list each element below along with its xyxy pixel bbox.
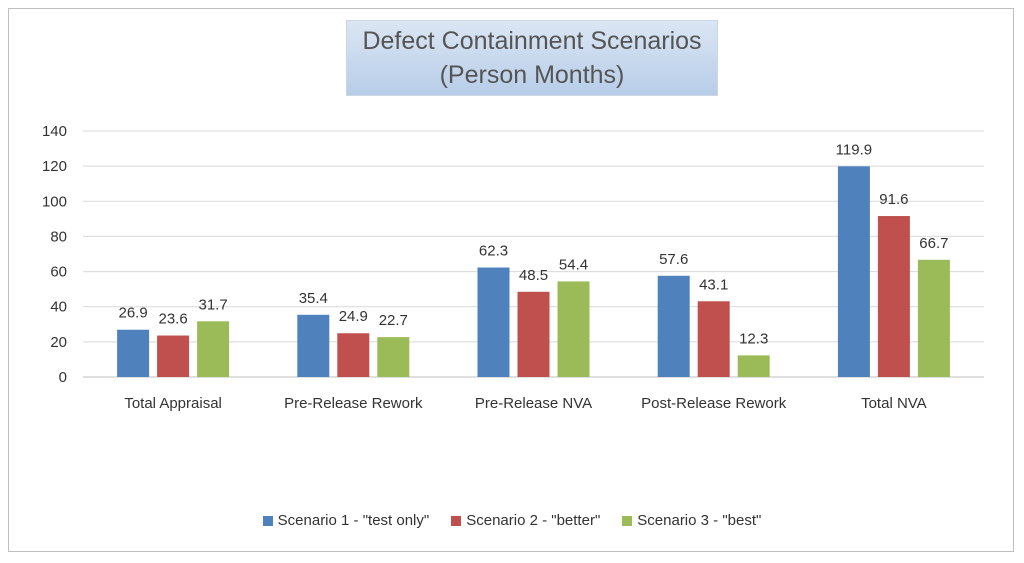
- bar: [297, 314, 330, 377]
- data-label: 57.6: [659, 251, 688, 268]
- bar: [517, 291, 550, 377]
- data-label: 12.3: [739, 330, 768, 347]
- x-tick-label: Pre-Release NVA: [475, 395, 592, 412]
- x-tick-label: Total NVA: [861, 395, 927, 412]
- bar: [197, 321, 230, 377]
- chart-title-box: Defect Containment Scenarios (Person Mon…: [346, 20, 718, 96]
- data-label: 24.9: [339, 308, 368, 325]
- y-tick-label: 140: [42, 123, 67, 140]
- chart-title: Defect Containment Scenarios: [362, 27, 702, 55]
- bar: [337, 333, 370, 377]
- data-label: 23.6: [158, 311, 187, 328]
- y-tick-label: 0: [59, 369, 67, 386]
- data-label: 62.3: [479, 243, 508, 260]
- bar: [157, 335, 190, 377]
- x-tick-label: Total Appraisal: [124, 395, 222, 412]
- legend: Scenario 1 - "test only" Scenario 2 - "b…: [0, 512, 1024, 529]
- data-label: 119.9: [836, 141, 872, 158]
- bar: [877, 216, 910, 377]
- y-tick-label: 20: [50, 334, 67, 351]
- bar: [477, 267, 510, 377]
- legend-swatch-scenario-2: [451, 515, 462, 526]
- bar: [697, 301, 730, 377]
- data-label: 31.7: [198, 296, 227, 313]
- legend-swatch-scenario-3: [622, 515, 633, 526]
- y-tick-label: 120: [42, 158, 67, 175]
- y-tick-label: 80: [50, 228, 67, 245]
- legend-label-scenario-3: Scenario 3 - "best": [637, 512, 762, 529]
- data-label: 66.7: [919, 235, 948, 252]
- legend-item-scenario-1: Scenario 1 - "test only": [262, 512, 430, 529]
- legend-item-scenario-2: Scenario 2 - "better": [451, 512, 600, 529]
- legend-swatch-scenario-1: [262, 515, 273, 526]
- bar: [117, 329, 150, 377]
- x-tick-label: Pre-Release Rework: [284, 395, 423, 412]
- bar: [917, 259, 950, 377]
- chart-subtitle: (Person Months): [439, 61, 625, 89]
- data-label: 35.4: [299, 290, 328, 307]
- data-label: 54.4: [559, 256, 588, 273]
- data-label: 22.7: [379, 312, 408, 329]
- legend-label-scenario-2: Scenario 2 - "better": [466, 512, 601, 529]
- y-tick-label: 40: [50, 299, 67, 316]
- bar: [837, 166, 870, 377]
- data-label: 91.6: [879, 191, 908, 208]
- y-tick-label: 100: [42, 193, 67, 210]
- legend-item-scenario-3: Scenario 3 - "best": [622, 512, 761, 529]
- bar: [377, 337, 410, 377]
- data-label: 26.9: [118, 305, 147, 322]
- bar: [737, 355, 770, 377]
- data-label: 48.5: [519, 267, 548, 284]
- data-label: 43.1: [699, 276, 728, 293]
- bar: [657, 275, 690, 377]
- bar: [557, 281, 590, 377]
- legend-label-scenario-1: Scenario 1 - "test only": [277, 512, 430, 529]
- y-tick-label: 60: [50, 264, 67, 281]
- x-tick-label: Post-Release Rework: [641, 395, 787, 412]
